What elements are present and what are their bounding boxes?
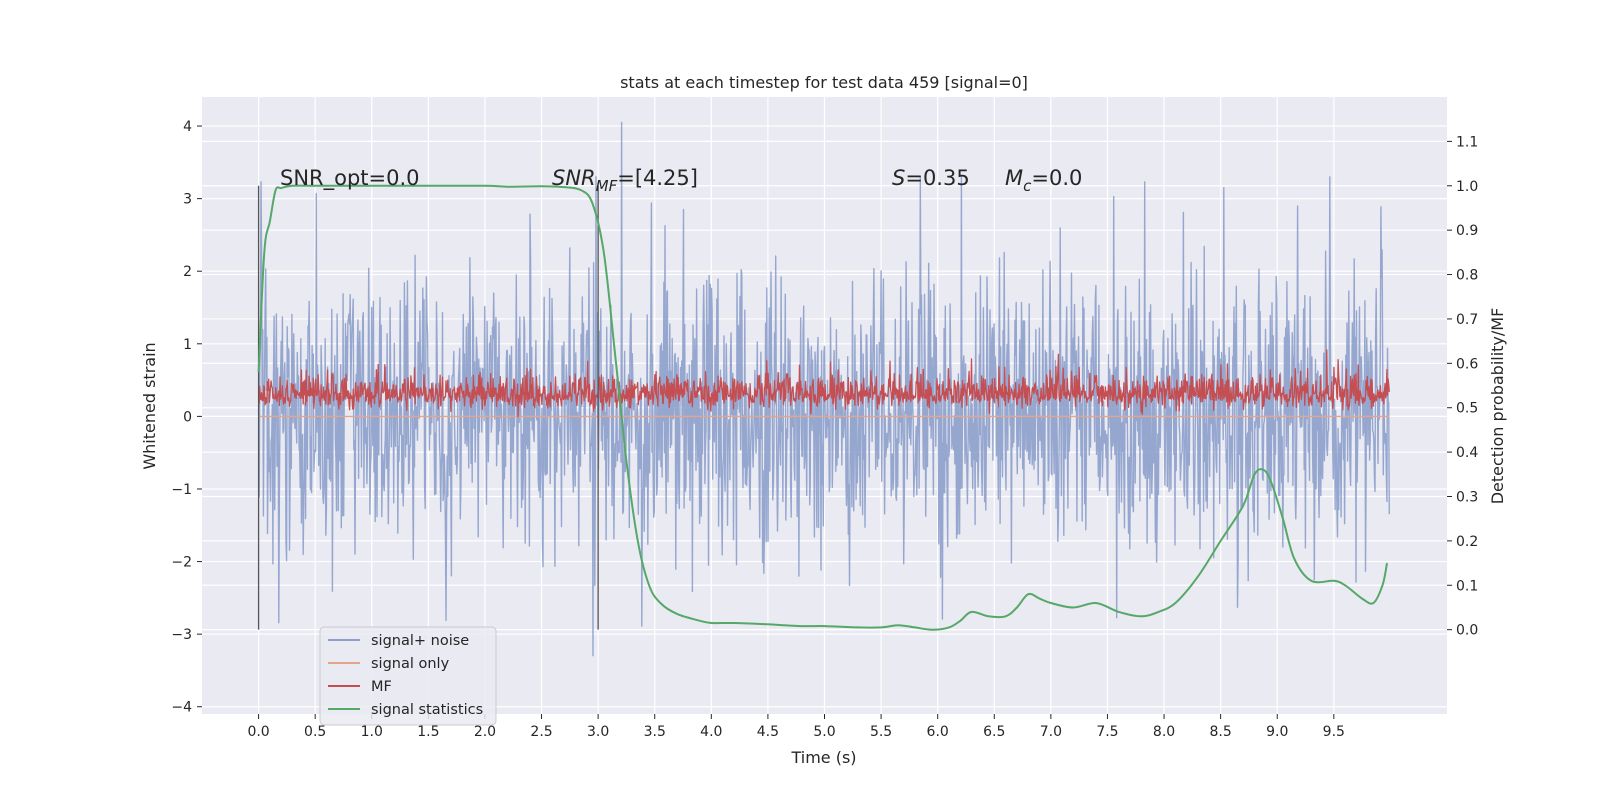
annotation-s: S=0.35: [892, 166, 970, 190]
y-tick-label: −1: [171, 482, 192, 498]
y2-tick-label: 1.1: [1456, 134, 1478, 150]
x-tick-label: 8.0: [1153, 724, 1175, 740]
x-tick-label: 6.5: [983, 724, 1005, 740]
x-tick-label: 5.0: [813, 724, 835, 740]
y-tick-label: 2: [183, 264, 192, 280]
y2-tick-label: 0.3: [1456, 489, 1478, 505]
x-tick-label: 1.0: [361, 724, 383, 740]
x-tick-label: 9.5: [1323, 724, 1345, 740]
y2-tick-label: 0.2: [1456, 534, 1478, 550]
x-tick-label: 4.0: [700, 724, 722, 740]
y2-tick-label: 0.5: [1456, 401, 1478, 417]
y2-tick-label: 0.7: [1456, 312, 1478, 328]
y-axis-label: Whitened strain: [140, 342, 159, 469]
legend: signal+ noise signal only MF signal stat…: [319, 626, 497, 726]
x-tick-label: 3.5: [644, 724, 666, 740]
signal-noise-line: [257, 121, 1390, 657]
chart-title: stats at each timestep for test data 459…: [620, 73, 1028, 92]
x-tick-label: 2.0: [474, 724, 496, 740]
legend-label-signal-statistics: signal statistics: [371, 702, 483, 718]
axis-ticks: 0.0 0.5 1.0 1.5 2.0 2.5 3.0 3.5 4.0 4.5 5.0 5.5 6.0 6…: [171, 119, 1478, 740]
signal-statistics-line: [257, 184, 1388, 631]
x-tick-label: 1.5: [417, 724, 439, 740]
legend-label-mf: MF: [371, 679, 392, 695]
y-tick-label: −4: [171, 700, 192, 716]
y-tick-label: −3: [171, 627, 192, 643]
x-tick-label: 9.0: [1266, 724, 1288, 740]
x-tick-label: 2.5: [530, 724, 552, 740]
y2-tick-label: 0.4: [1456, 445, 1478, 461]
x-tick-label: 4.5: [757, 724, 779, 740]
y2-tick-label: 0.6: [1456, 356, 1478, 372]
signal-statistics-series: [257, 184, 1388, 631]
x-tick-label: 8.5: [1210, 724, 1232, 740]
y2-tick-label: 0.9: [1456, 223, 1478, 239]
annotation-snr-opt: SNR_opt=0.0: [280, 166, 420, 191]
x-axis-label: Time (s): [790, 748, 856, 767]
y2-tick-label: 0.8: [1456, 268, 1478, 284]
annotation-mc: Mc=0.0: [1005, 166, 1082, 195]
y2-tick-label: 0.0: [1456, 623, 1478, 639]
annotation-snr-mf: SNRMF=[4.25]: [552, 166, 698, 195]
y-tick-label: 4: [183, 119, 192, 135]
y-tick-label: 3: [183, 192, 192, 208]
vertical-markers: [257, 185, 599, 630]
annotations: SNR_opt=0.0 SNRMF=[4.25] S=0.35 Mc=0.0: [280, 166, 1082, 195]
y-tick-label: 0: [183, 409, 192, 425]
y-tick-label: −2: [171, 555, 192, 571]
x-tick-label: 3.0: [587, 724, 609, 740]
y-tick-label: 1: [183, 337, 192, 353]
y2-tick-label: 0.1: [1456, 578, 1478, 594]
x-tick-label: 0.0: [247, 724, 269, 740]
x-tick-label: 6.0: [927, 724, 949, 740]
x-tick-label: 5.5: [870, 724, 892, 740]
x-tick-label: 0.5: [304, 724, 326, 740]
mf-series: [257, 349, 1390, 418]
legend-label-signal-noise: signal+ noise: [371, 633, 469, 649]
x-tick-label: 7.0: [1040, 724, 1062, 740]
y2-axis-label: Detection probability/MF: [1488, 308, 1507, 505]
signal-noise-series: [257, 121, 1390, 657]
x-tick-label: 7.5: [1096, 724, 1118, 740]
mf-line: [257, 349, 1390, 418]
legend-label-signal-only: signal only: [371, 656, 450, 672]
y2-tick-label: 1.0: [1456, 179, 1478, 195]
legend-box: [319, 626, 497, 726]
